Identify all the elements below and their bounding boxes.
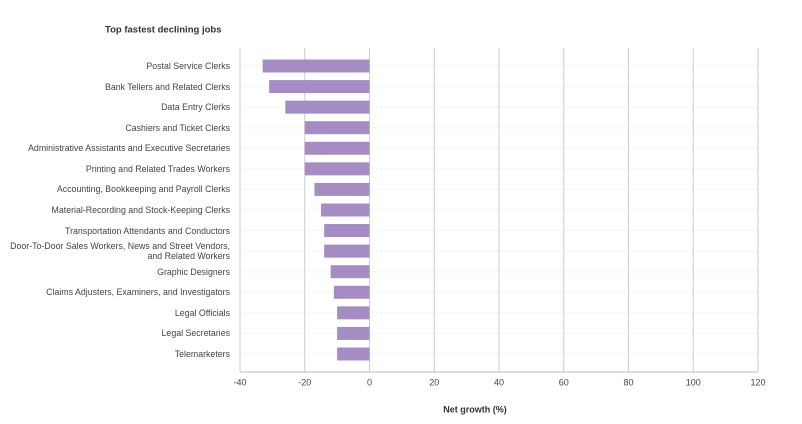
x-tick-label: 0 bbox=[367, 377, 372, 387]
bar bbox=[262, 59, 370, 73]
bar bbox=[337, 306, 370, 320]
bar bbox=[320, 203, 370, 217]
y-tick-label: Graphic Designers bbox=[157, 266, 230, 277]
bar bbox=[304, 141, 370, 155]
y-tick-label: Legal Secretaries bbox=[161, 328, 230, 339]
bar bbox=[330, 265, 370, 279]
x-tick-label: 100 bbox=[686, 377, 701, 387]
bar bbox=[314, 182, 370, 196]
bar bbox=[269, 80, 370, 94]
y-tick-label: Claims Adjusters, Examiners, and Investi… bbox=[46, 287, 230, 298]
x-tick-label: 80 bbox=[623, 377, 633, 387]
bar bbox=[333, 285, 370, 299]
y-tick-label: Postal Service Clerks bbox=[146, 61, 230, 71]
y-tick-label: Material-Recording and Stock-Keeping Cle… bbox=[51, 204, 230, 215]
bar bbox=[324, 224, 370, 238]
y-tick-label: Door-To-Door Sales Workers, News and Str… bbox=[10, 241, 230, 262]
bar bbox=[285, 100, 370, 114]
bar bbox=[304, 162, 370, 176]
x-axis-label: Net growth (%) bbox=[443, 404, 507, 414]
y-tick-label: Administrative Assistants and Executive … bbox=[28, 143, 230, 154]
bar bbox=[337, 347, 370, 361]
bar bbox=[324, 244, 370, 258]
x-tick-label: 60 bbox=[559, 377, 569, 387]
x-tick-label: -40 bbox=[233, 377, 246, 387]
y-tick-label: Bank Tellers and Related Clerks bbox=[104, 81, 230, 92]
y-tick-label: Telemarketers bbox=[174, 348, 230, 359]
y-tick-label: Legal Officials bbox=[174, 307, 230, 318]
x-tick-label: -20 bbox=[298, 377, 311, 387]
x-tick-label: 20 bbox=[429, 377, 439, 387]
chart-title: Top fastest declining jobs bbox=[105, 25, 221, 36]
y-tick-label: Cashiers and Ticket Clerks bbox=[125, 122, 230, 133]
bar bbox=[304, 121, 370, 135]
y-tick-label: Accounting, Bookkeeping and Payroll Cler… bbox=[56, 184, 230, 195]
x-tick-label: 40 bbox=[494, 377, 504, 387]
y-tick-label: Transportation Attendants and Conductors bbox=[65, 225, 230, 236]
y-tick-label: Printing and Related Trades Workers bbox=[85, 163, 230, 174]
x-tick-label: 120 bbox=[750, 377, 765, 387]
y-tick-label: Data Entry Clerks bbox=[161, 102, 230, 113]
bar bbox=[337, 326, 370, 340]
